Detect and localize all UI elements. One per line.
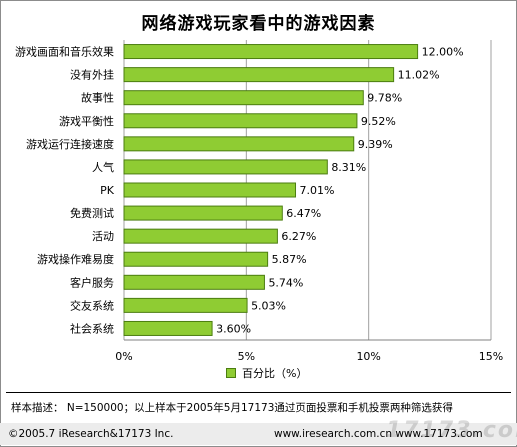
- site-links: www.iresearch.com.cn www.17173.com: [274, 428, 483, 440]
- category-label: 游戏平衡性: [59, 114, 114, 128]
- bar: [123, 251, 269, 267]
- sample-note: 样本描述： N=150000；以上样本于2005年5月17173通过页面投票和手…: [11, 402, 453, 414]
- category-label: 故事性: [81, 91, 114, 105]
- value-labels: 12.00% 11.02% 9.78% 9.52% 9.39% 8.31% 7.01% 6.4…: [216, 46, 463, 336]
- value-label: 7.01%: [300, 184, 335, 197]
- value-label: 9.78%: [367, 92, 402, 105]
- watermark: 17173.com: [386, 418, 517, 443]
- footer: ©2005.7 iResearch&17173 Inc. www.iresear…: [0, 423, 517, 445]
- bar: [123, 182, 297, 198]
- x-tick-label: 0%: [115, 350, 132, 363]
- value-label: 9.52%: [361, 115, 396, 128]
- category-label: 人气: [92, 160, 114, 174]
- bar: [123, 136, 355, 152]
- value-label: 6.27%: [281, 230, 316, 243]
- legend: 百分比（%）: [226, 365, 307, 381]
- bars: [123, 44, 419, 336]
- category-label: 游戏操作难易度: [37, 252, 114, 266]
- chart-title: 网络游戏玩家看中的游戏因素: [141, 14, 376, 34]
- x-tick-label: 10%: [356, 350, 380, 363]
- bar: [123, 205, 283, 221]
- bar: [123, 320, 213, 336]
- value-label: 6.47%: [286, 207, 321, 220]
- category-label: 免费测试: [70, 206, 114, 220]
- value-label: 9.39%: [358, 138, 393, 151]
- bar: [123, 90, 364, 106]
- category-label: 客户服务: [70, 275, 114, 289]
- x-tick-label: 5%: [238, 350, 255, 363]
- note-divider: [6, 392, 511, 393]
- bar: [123, 113, 358, 129]
- bar: [123, 159, 328, 175]
- bar: [123, 297, 248, 313]
- category-label: 活动: [92, 230, 114, 243]
- copyright-text: ©2005.7 iResearch&17173 Inc.: [8, 428, 174, 440]
- bar: [123, 228, 278, 244]
- legend-label: 百分比（%）: [242, 367, 308, 380]
- category-label: 游戏运行连接速度: [26, 137, 114, 151]
- value-label: 5.74%: [268, 276, 303, 289]
- bar: [123, 274, 265, 290]
- category-label: 社会系统: [70, 321, 114, 335]
- x-tick-label: 15%: [479, 350, 503, 363]
- bar: [123, 67, 395, 83]
- category-label: 游戏画面和音乐效果: [15, 45, 114, 59]
- value-label: 3.60%: [216, 322, 251, 335]
- value-label: 8.31%: [331, 161, 366, 174]
- value-label: 5.03%: [251, 299, 286, 312]
- category-label: 没有外挂: [70, 68, 114, 82]
- category-label: 交友系统: [70, 298, 114, 312]
- bar: [123, 44, 419, 60]
- value-label: 11.02%: [398, 69, 440, 82]
- value-label: 5.87%: [272, 253, 307, 266]
- x-tick-labels: 0% 5% 10% 15%: [115, 350, 503, 363]
- value-label: 12.00%: [422, 46, 464, 59]
- category-label: PK: [100, 184, 115, 197]
- legend-swatch: [226, 368, 236, 378]
